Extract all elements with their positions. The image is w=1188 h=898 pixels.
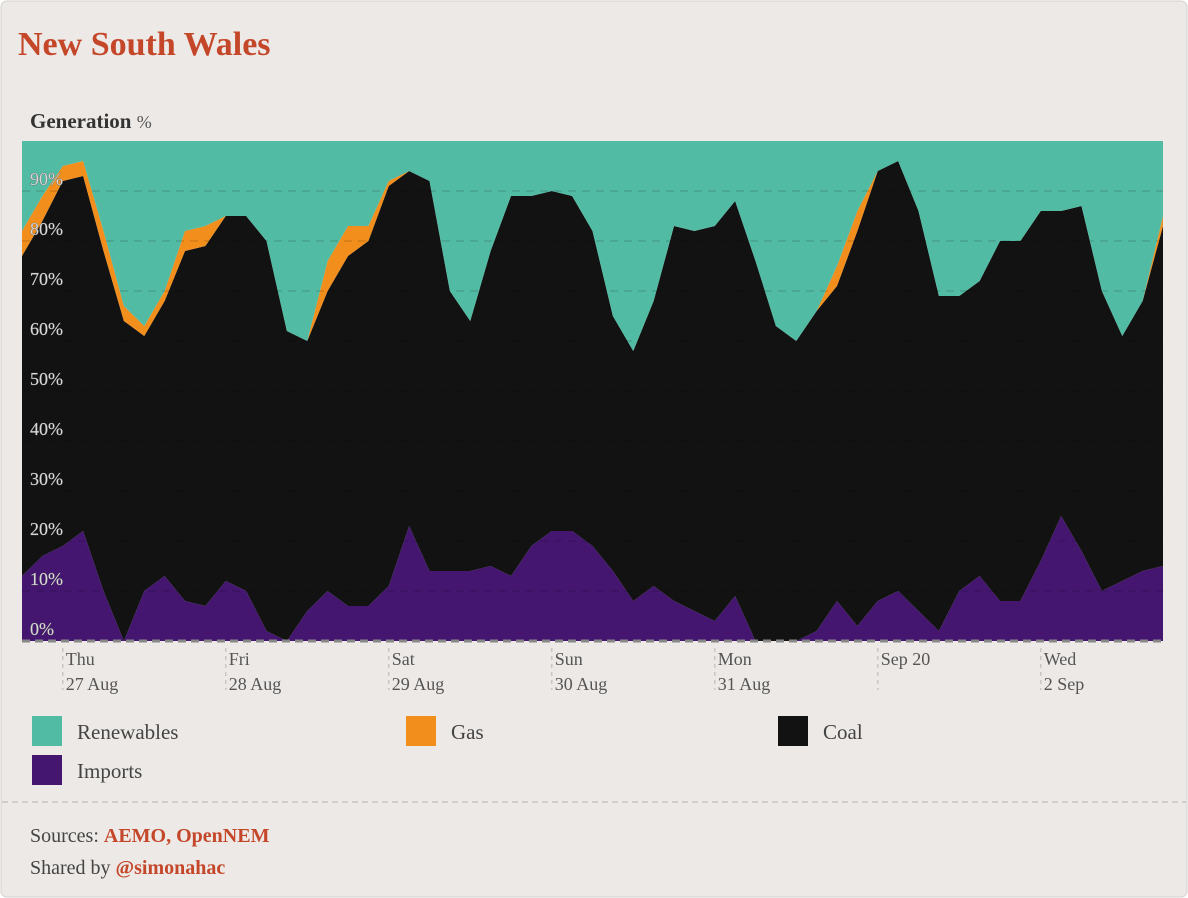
- x-tick-label: 28 Aug: [229, 674, 282, 694]
- x-tick-label: 31 Aug: [718, 674, 771, 694]
- sources: Sources: AEMO, OpenNEM: [30, 825, 270, 847]
- x-tick-label: 2 Sep: [1044, 674, 1085, 694]
- legend-swatch: [32, 755, 62, 785]
- x-tick-label: Mon: [718, 649, 752, 669]
- legend: Renewables Gas Coal Imports: [32, 716, 863, 785]
- x-tick-label: 30 Aug: [555, 674, 608, 694]
- shared-label: Shared by: [30, 857, 111, 879]
- shared-link[interactable]: @simonahac: [116, 857, 226, 879]
- y-tick-label: 70%: [30, 269, 63, 289]
- x-tick-label: 29 Aug: [392, 674, 445, 694]
- x-tick-label: Fri: [229, 649, 250, 669]
- legend-swatch: [32, 716, 62, 746]
- legend-swatch: [778, 716, 808, 746]
- area-renewables: [22, 141, 1163, 351]
- legend-label: Gas: [451, 720, 484, 744]
- y-tick-label: 80%: [30, 219, 63, 239]
- area-coal: [22, 161, 1163, 641]
- shared: Shared by @simonahac: [30, 857, 225, 879]
- plot: 0% 10% 20% 30% 40% 50% 60% 70% 80% 90% Thu 27 Aug Fr…: [22, 141, 1163, 694]
- legend-label: Imports: [77, 759, 142, 783]
- y-tick-label: 50%: [30, 369, 63, 389]
- legend-swatch: [406, 716, 436, 746]
- x-tick-label: Sep 20: [881, 649, 931, 669]
- y-tick-label: 10%: [30, 569, 63, 589]
- x-tick-label: Thu: [66, 649, 95, 669]
- y-axis-title: Generation %: [30, 109, 152, 133]
- y-unit: %: [137, 112, 152, 132]
- y-tick-label: 60%: [30, 319, 63, 339]
- x-tick-label: Wed: [1044, 649, 1077, 669]
- legend-label: Coal: [823, 720, 863, 744]
- sources-link[interactable]: AEMO, OpenNEM: [104, 825, 270, 847]
- x-tick-label: 27 Aug: [66, 674, 119, 694]
- y-label: Generation: [30, 109, 132, 133]
- area-imports: [22, 516, 1163, 641]
- x-tick-label: Sun: [555, 649, 583, 669]
- x-tick-label: Sat: [392, 649, 415, 669]
- y-tick-label: 40%: [30, 419, 63, 439]
- y-tick-label: 30%: [30, 469, 63, 489]
- y-tick-label: 20%: [30, 519, 63, 539]
- sources-label: Sources:: [30, 825, 99, 847]
- chart-title: New South Wales: [18, 26, 271, 63]
- y-tick-label: 90%: [30, 169, 63, 189]
- y-tick-label: 0%: [30, 619, 54, 639]
- legend-label: Renewables: [77, 720, 178, 744]
